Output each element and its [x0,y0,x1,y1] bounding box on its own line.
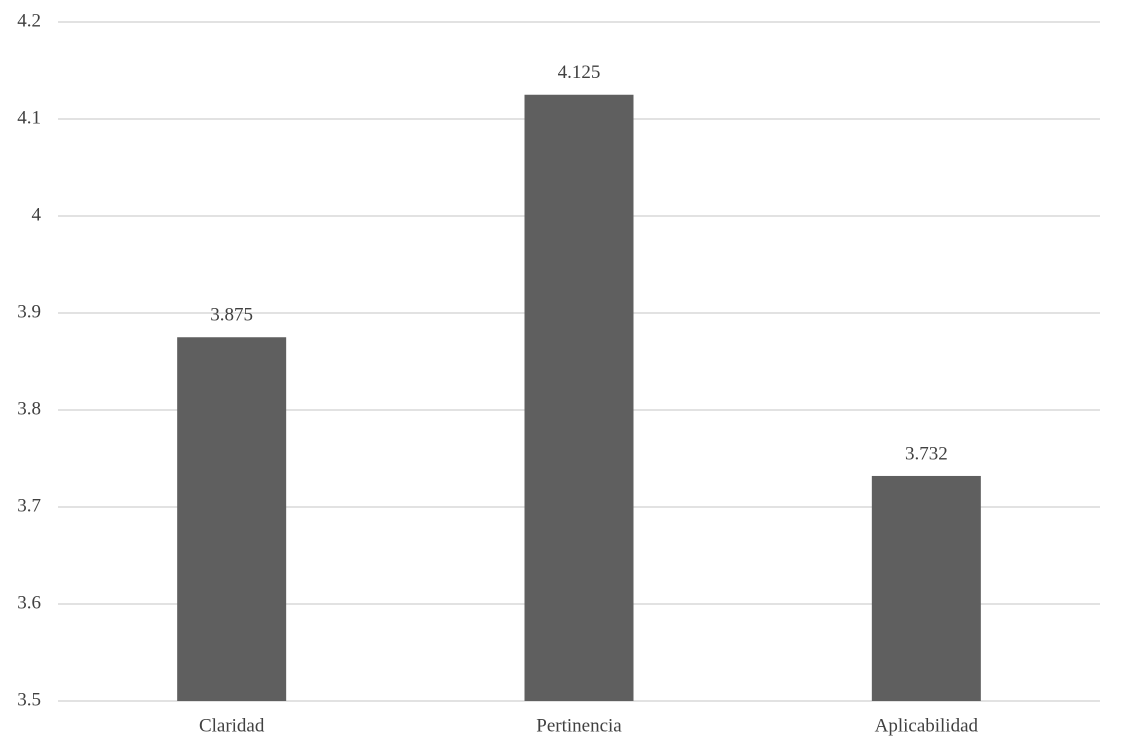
bar [177,337,287,701]
x-tick-label: Claridad [199,715,265,736]
bar [871,475,981,701]
data-label: 3.875 [210,305,253,326]
data-label: 3.732 [905,443,948,464]
y-tick-label: 3.9 [17,301,41,322]
x-tick-label: Pertinencia [536,715,622,736]
y-tick-label: 4 [32,204,42,225]
bar [524,94,634,701]
data-label: 4.125 [558,62,601,83]
y-tick-label: 3.8 [17,398,41,419]
y-tick-label: 3.5 [17,689,41,710]
y-tick-label: 3.6 [17,592,41,613]
x-tick-label: Aplicabilidad [875,715,979,736]
y-tick-label: 3.7 [17,495,41,516]
y-tick-label: 4.2 [17,10,41,31]
y-tick-label: 4.1 [17,107,41,128]
